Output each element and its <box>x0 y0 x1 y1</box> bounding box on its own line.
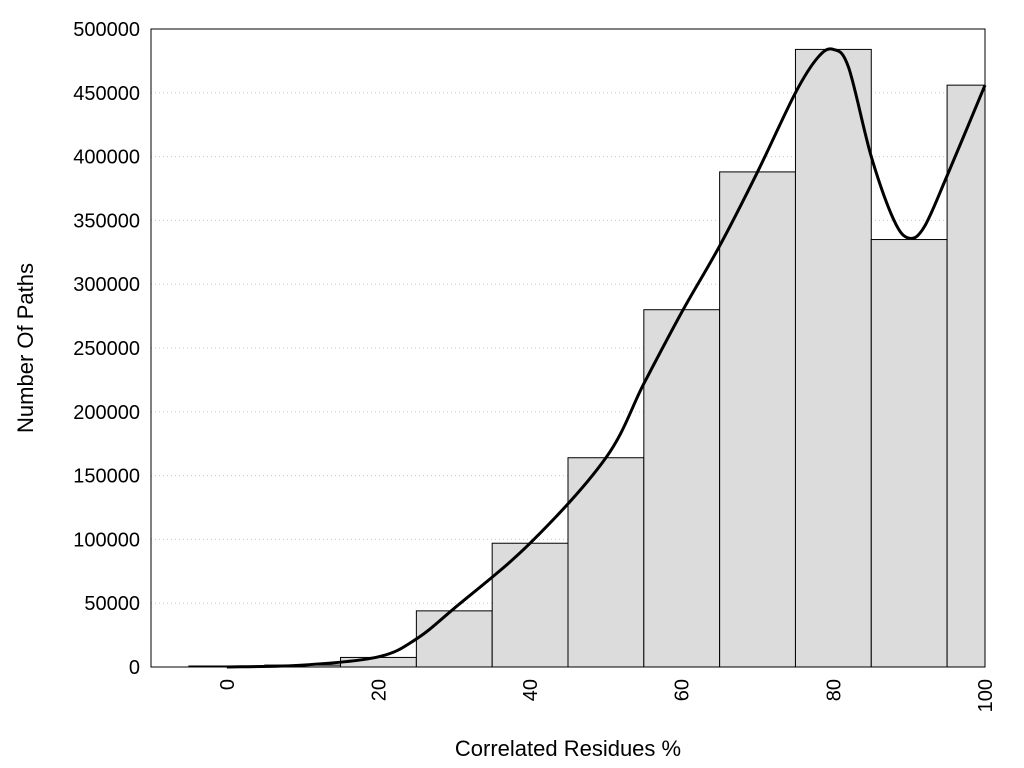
y-tick-label: 500000 <box>73 19 140 41</box>
x-axis-title: Correlated Residues % <box>455 736 681 761</box>
y-tick-label: 300000 <box>73 274 140 296</box>
x-tick-label: 80 <box>823 679 845 701</box>
y-tick-label: 400000 <box>73 147 140 169</box>
y-axis-ticks: 0 50000 100000 150000 200000 250000 300000 3500… <box>73 19 140 679</box>
x-tick-label: 0 <box>217 679 239 690</box>
histogram-bar <box>491 542 569 668</box>
histogram-bar <box>643 309 721 668</box>
histogram-bar <box>719 171 796 668</box>
histogram-bar <box>415 610 493 668</box>
density-curve-line <box>226 47 987 669</box>
y-tick-label: 450000 <box>73 83 140 105</box>
y-tick-label: 350000 <box>73 210 140 232</box>
y-axis-title: Number Of Paths <box>13 263 38 433</box>
y-tick-label: 150000 <box>73 466 140 488</box>
histogram-bar <box>946 84 986 668</box>
x-tick-label: 40 <box>520 679 542 701</box>
y-tick-label: 250000 <box>73 338 140 360</box>
y-tick-label: 0 <box>129 657 140 679</box>
x-axis-ticks: 0 20 40 60 80 100 <box>217 679 997 712</box>
histogram-bar <box>794 48 872 668</box>
plot-frame <box>150 28 986 668</box>
x-tick-label: 100 <box>975 679 997 712</box>
histogram-bar <box>870 239 948 668</box>
x-tick-label: 20 <box>368 679 390 701</box>
density-curve <box>226 47 987 669</box>
histogram-bars <box>188 48 986 668</box>
histogram-bar <box>567 457 645 668</box>
y-tick-label: 50000 <box>84 593 140 615</box>
x-tick-label: 60 <box>672 679 694 701</box>
y-tick-label: 100000 <box>73 529 140 551</box>
y-tick-label: 200000 <box>73 402 140 424</box>
